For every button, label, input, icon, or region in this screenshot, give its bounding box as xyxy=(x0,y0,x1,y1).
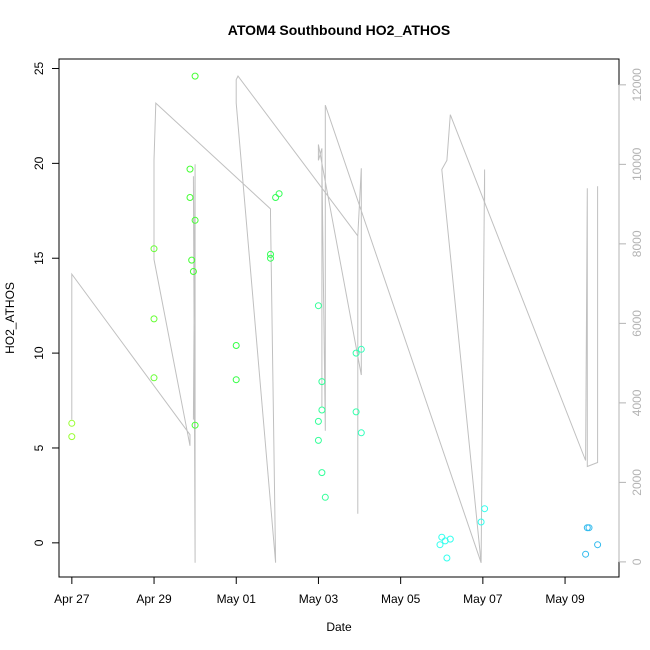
data-point xyxy=(477,518,485,526)
y-tick-label: 15 xyxy=(32,251,46,265)
y-right-tick-label: 2000 xyxy=(630,469,644,496)
data-point xyxy=(443,554,451,562)
data-point xyxy=(318,378,326,386)
data-point xyxy=(446,535,454,543)
y-tick-label: 20 xyxy=(32,156,46,170)
point-series xyxy=(68,72,602,562)
y-right-tick-label: 8000 xyxy=(630,230,644,257)
data-point xyxy=(267,254,274,262)
data-point xyxy=(267,250,274,258)
data-point xyxy=(318,469,326,477)
data-point xyxy=(272,194,280,201)
y-right-tick-label: 10000 xyxy=(630,147,644,181)
data-point xyxy=(188,256,196,264)
x-tick-label: Apr 29 xyxy=(136,592,172,606)
y-axis: 0 5 10 15 20 25 xyxy=(32,61,60,546)
y-axis-right: 0 2000 4000 6000 8000 10000 12000 xyxy=(618,68,644,565)
data-point xyxy=(191,72,199,80)
data-point xyxy=(352,408,360,416)
y-tick-label: 0 xyxy=(32,539,46,546)
data-point xyxy=(352,349,360,357)
x-tick-label: May 03 xyxy=(299,592,339,606)
data-point xyxy=(357,429,365,437)
y-tick-label: 10 xyxy=(32,346,46,360)
data-point xyxy=(314,436,322,444)
data-point xyxy=(481,505,489,513)
y-tick-label: 5 xyxy=(32,444,46,451)
data-point xyxy=(150,374,158,382)
x-tick-label: May 09 xyxy=(545,592,585,606)
x-axis-label: Date xyxy=(326,620,352,634)
y-axis-label: HO2_ATHOS xyxy=(3,282,17,354)
series-line-1 xyxy=(192,164,196,563)
x-axis: Apr 27 Apr 29 May 01 May 03 May 05 May 07 May … xyxy=(54,576,585,606)
x-tick-label: May 07 xyxy=(463,592,503,606)
x-tick-label: Apr 27 xyxy=(54,592,90,606)
series-line-0 xyxy=(71,75,599,563)
right-axis-line-series xyxy=(71,75,599,563)
y-tick-label: 25 xyxy=(32,61,46,75)
data-point xyxy=(150,245,158,253)
data-point xyxy=(68,433,76,441)
y-right-tick-label: 0 xyxy=(630,558,644,565)
data-point xyxy=(582,550,590,558)
data-point xyxy=(321,493,329,501)
y-right-tick-label: 6000 xyxy=(630,310,644,337)
data-point xyxy=(191,216,199,224)
data-point xyxy=(189,268,197,275)
data-point xyxy=(314,302,322,310)
series-line-2 xyxy=(480,169,486,563)
data-point xyxy=(357,345,365,353)
y-right-tick-label: 12000 xyxy=(630,68,644,102)
data-point xyxy=(186,165,194,173)
data-point xyxy=(585,524,593,532)
x-tick-label: May 05 xyxy=(381,592,421,606)
data-point xyxy=(318,406,326,414)
data-point xyxy=(186,194,194,201)
x-tick-label: May 01 xyxy=(217,592,257,606)
data-point xyxy=(232,376,240,384)
data-point xyxy=(594,541,602,549)
data-point xyxy=(314,417,322,425)
data-point xyxy=(232,342,240,349)
data-point xyxy=(191,421,199,429)
y-right-tick-label: 4000 xyxy=(630,389,644,416)
data-point xyxy=(68,419,76,427)
data-point xyxy=(436,541,444,549)
chart-title: ATOM4 Southbound HO2_ATHOS xyxy=(228,22,450,38)
data-point xyxy=(150,315,158,323)
data-point xyxy=(275,190,283,198)
